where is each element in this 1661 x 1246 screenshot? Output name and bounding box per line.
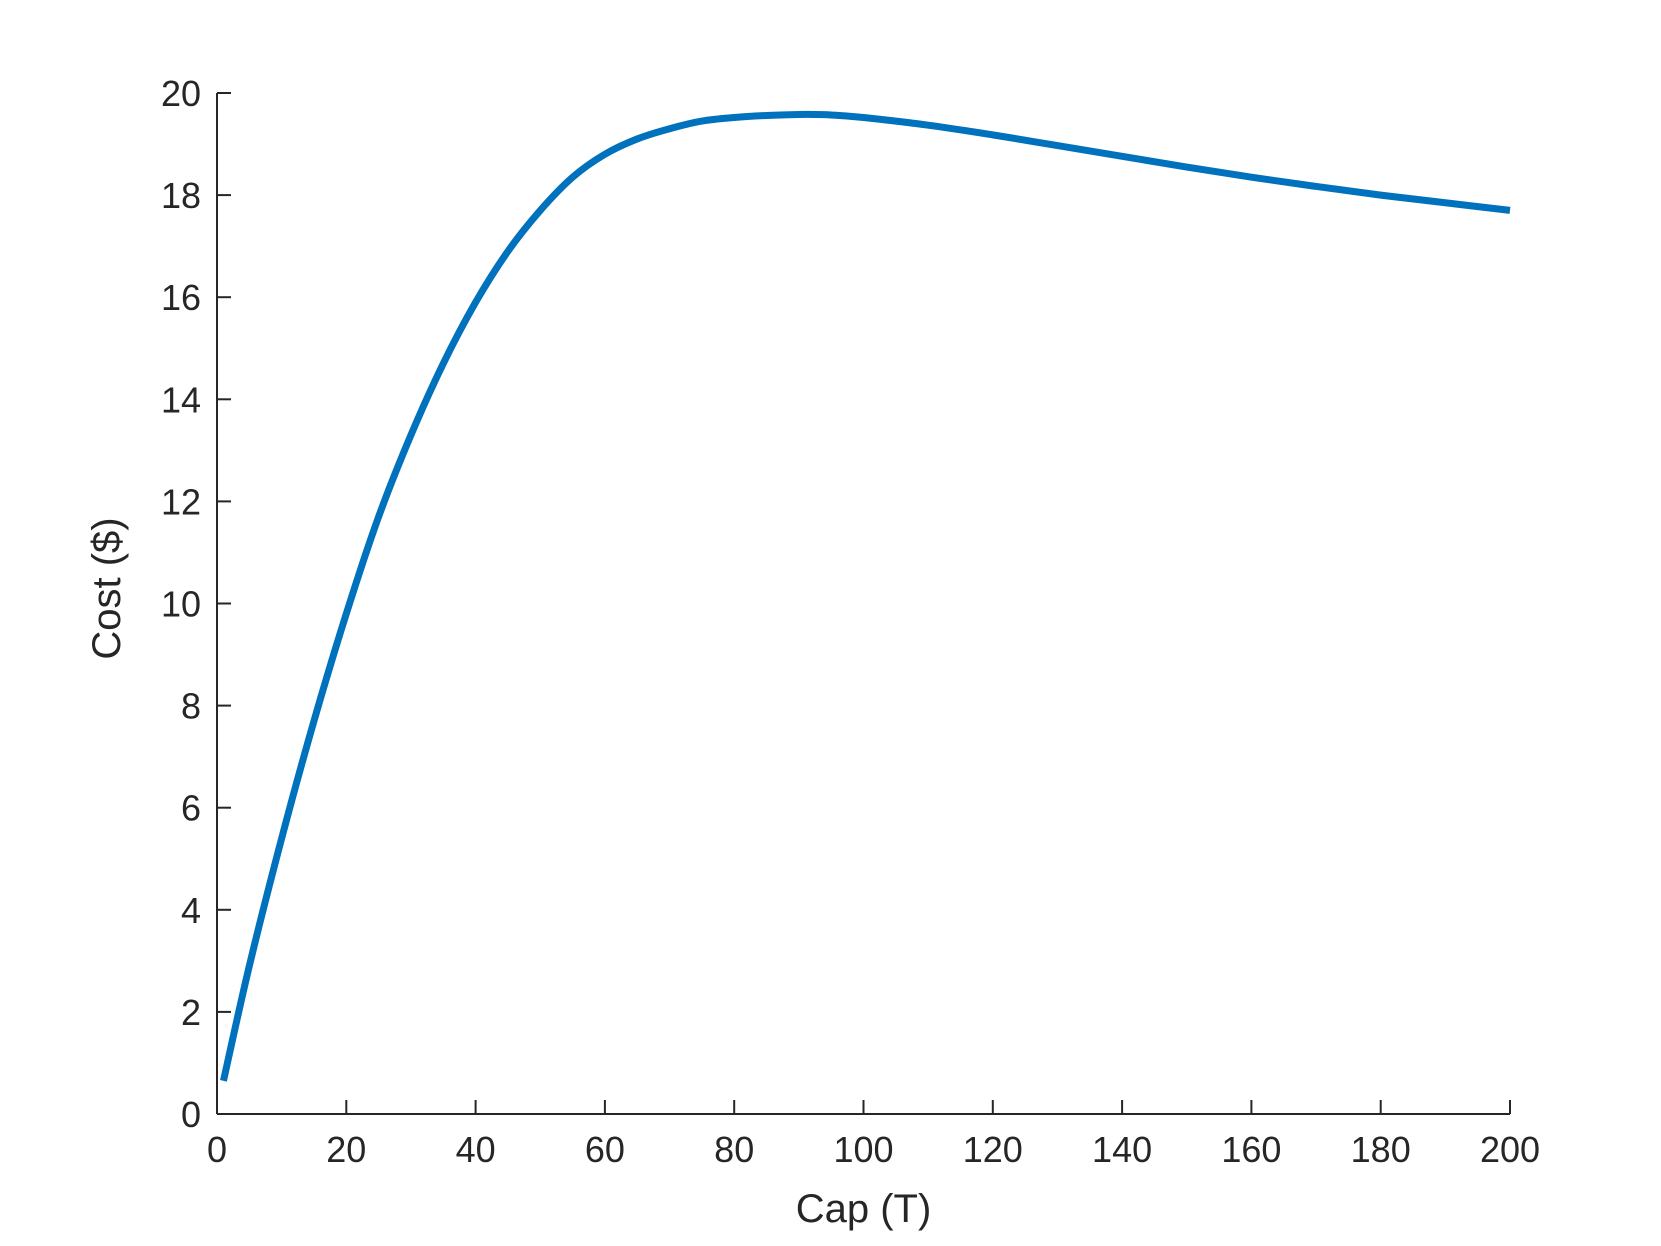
x-tick-label: 20 — [326, 1129, 366, 1170]
y-tick-label: 0 — [181, 1094, 201, 1135]
plot-area: 0 20 40 60 80 100 120 140 160 180 200 0 2 4 6 8 10 12 14 1… — [161, 73, 1540, 1170]
x-tick-label: 80 — [714, 1129, 754, 1170]
x-tick-label: 60 — [585, 1129, 625, 1170]
y-axis-label: Cost ($) — [85, 517, 129, 659]
y-axis-ticks: 0 2 4 6 8 10 12 14 16 18 20 — [161, 73, 231, 1135]
y-tick-label: 16 — [161, 277, 201, 318]
y-tick-label: 12 — [161, 481, 201, 522]
x-tick-label: 200 — [1480, 1129, 1540, 1170]
x-tick-label: 0 — [207, 1129, 227, 1170]
x-tick-label: 40 — [456, 1129, 496, 1170]
y-tick-label: 8 — [181, 686, 201, 727]
y-tick-label: 18 — [161, 175, 201, 216]
series-group — [220, 110, 1511, 1082]
y-tick-label: 6 — [181, 788, 201, 829]
x-axis-ticks: 0 20 40 60 80 100 120 140 160 180 200 — [207, 1100, 1540, 1170]
x-axis-label: Cap (T) — [796, 1187, 932, 1231]
y-tick-label: 14 — [161, 379, 201, 420]
x-tick-label: 160 — [1221, 1129, 1281, 1170]
series-line-0 — [220, 110, 1511, 1082]
x-tick-label: 120 — [963, 1129, 1023, 1170]
x-tick-label: 180 — [1351, 1129, 1411, 1170]
y-tick-label: 10 — [161, 584, 201, 625]
y-tick-label: 2 — [181, 992, 201, 1033]
y-tick-label: 4 — [181, 890, 201, 931]
y-tick-label: 20 — [161, 73, 201, 114]
x-tick-label: 140 — [1092, 1129, 1152, 1170]
x-tick-label: 100 — [833, 1129, 893, 1170]
